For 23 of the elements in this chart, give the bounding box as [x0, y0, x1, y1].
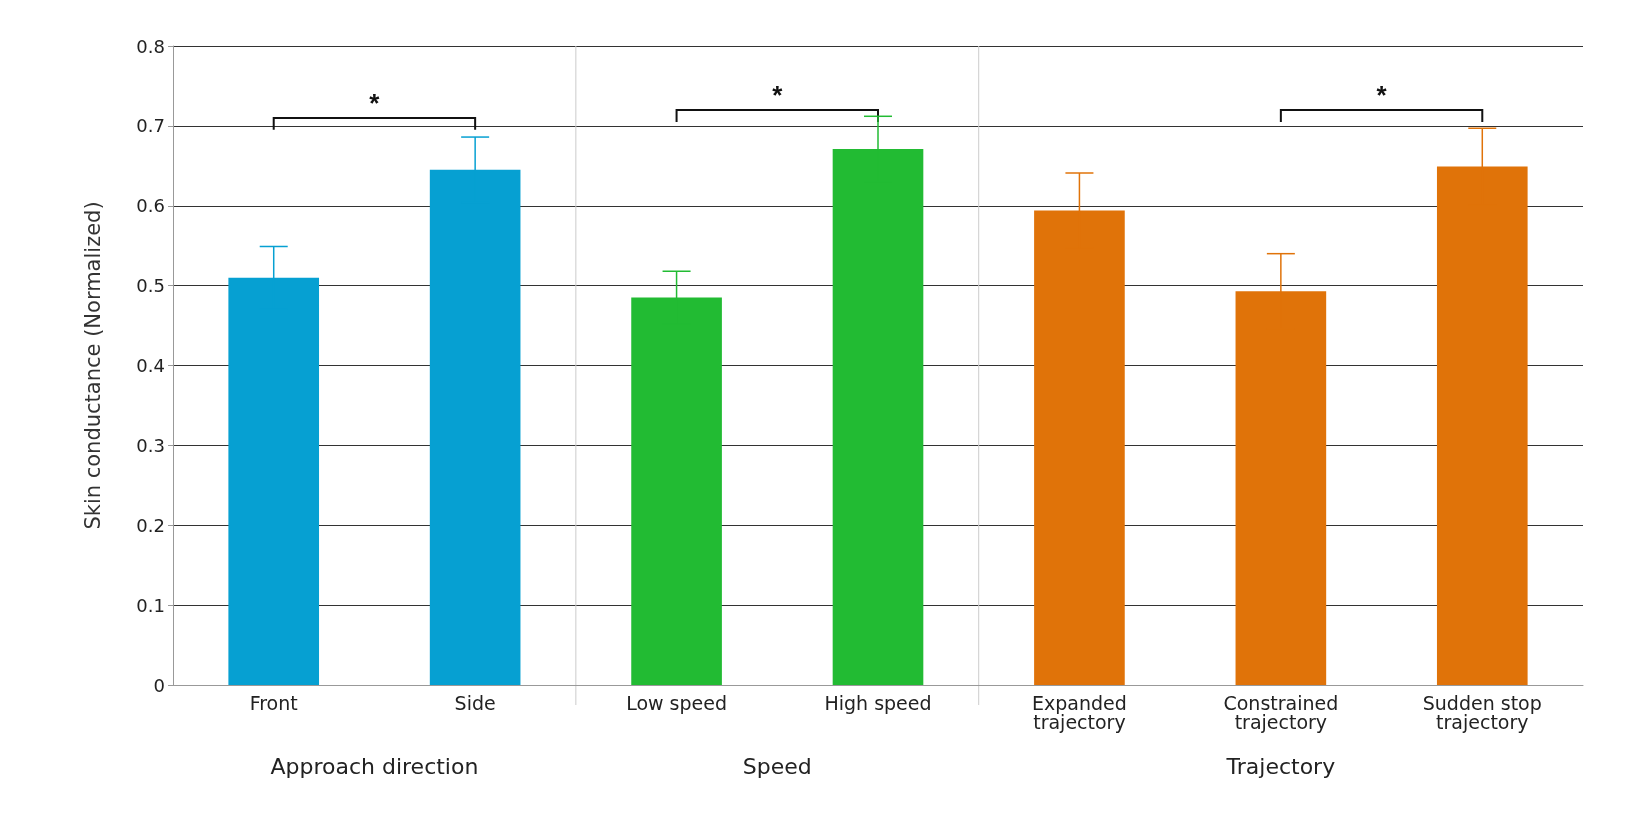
- x-tick-label: High speed: [824, 691, 932, 714]
- y-tick-label: 0.8: [136, 35, 165, 57]
- y-tick-label: 0.7: [136, 115, 165, 137]
- y-tick-label: 0.2: [136, 514, 165, 536]
- x-tick-label: Expanded trajectory: [1032, 691, 1127, 733]
- x-tick-label: Front: [249, 691, 298, 714]
- text: Approach direction: [270, 753, 479, 779]
- y-tick-label: 0: [153, 674, 165, 696]
- y-axis-title: Skin conductance (Normalized): [80, 201, 105, 530]
- y-tick-label: 0.1: [136, 594, 165, 616]
- x-tick-label: Sudden stop trajectory: [1422, 691, 1542, 733]
- x-tick-label: Low speed: [626, 691, 727, 714]
- x-tick-label: Constrained trajectory: [1223, 691, 1339, 733]
- annotation: *: [1376, 79, 1388, 110]
- y-tick-label: 0.3: [136, 434, 165, 456]
- text: Speed: [742, 753, 812, 779]
- y-tick-label: 0.5: [136, 275, 165, 297]
- y-tick-label: 0.6: [136, 195, 165, 217]
- text: Trajectory: [1225, 753, 1336, 779]
- x-tick-label: Side: [454, 691, 496, 714]
- annotation: *: [369, 87, 381, 118]
- y-tick-label: 0.4: [136, 355, 165, 376]
- annotation: *: [772, 79, 784, 110]
